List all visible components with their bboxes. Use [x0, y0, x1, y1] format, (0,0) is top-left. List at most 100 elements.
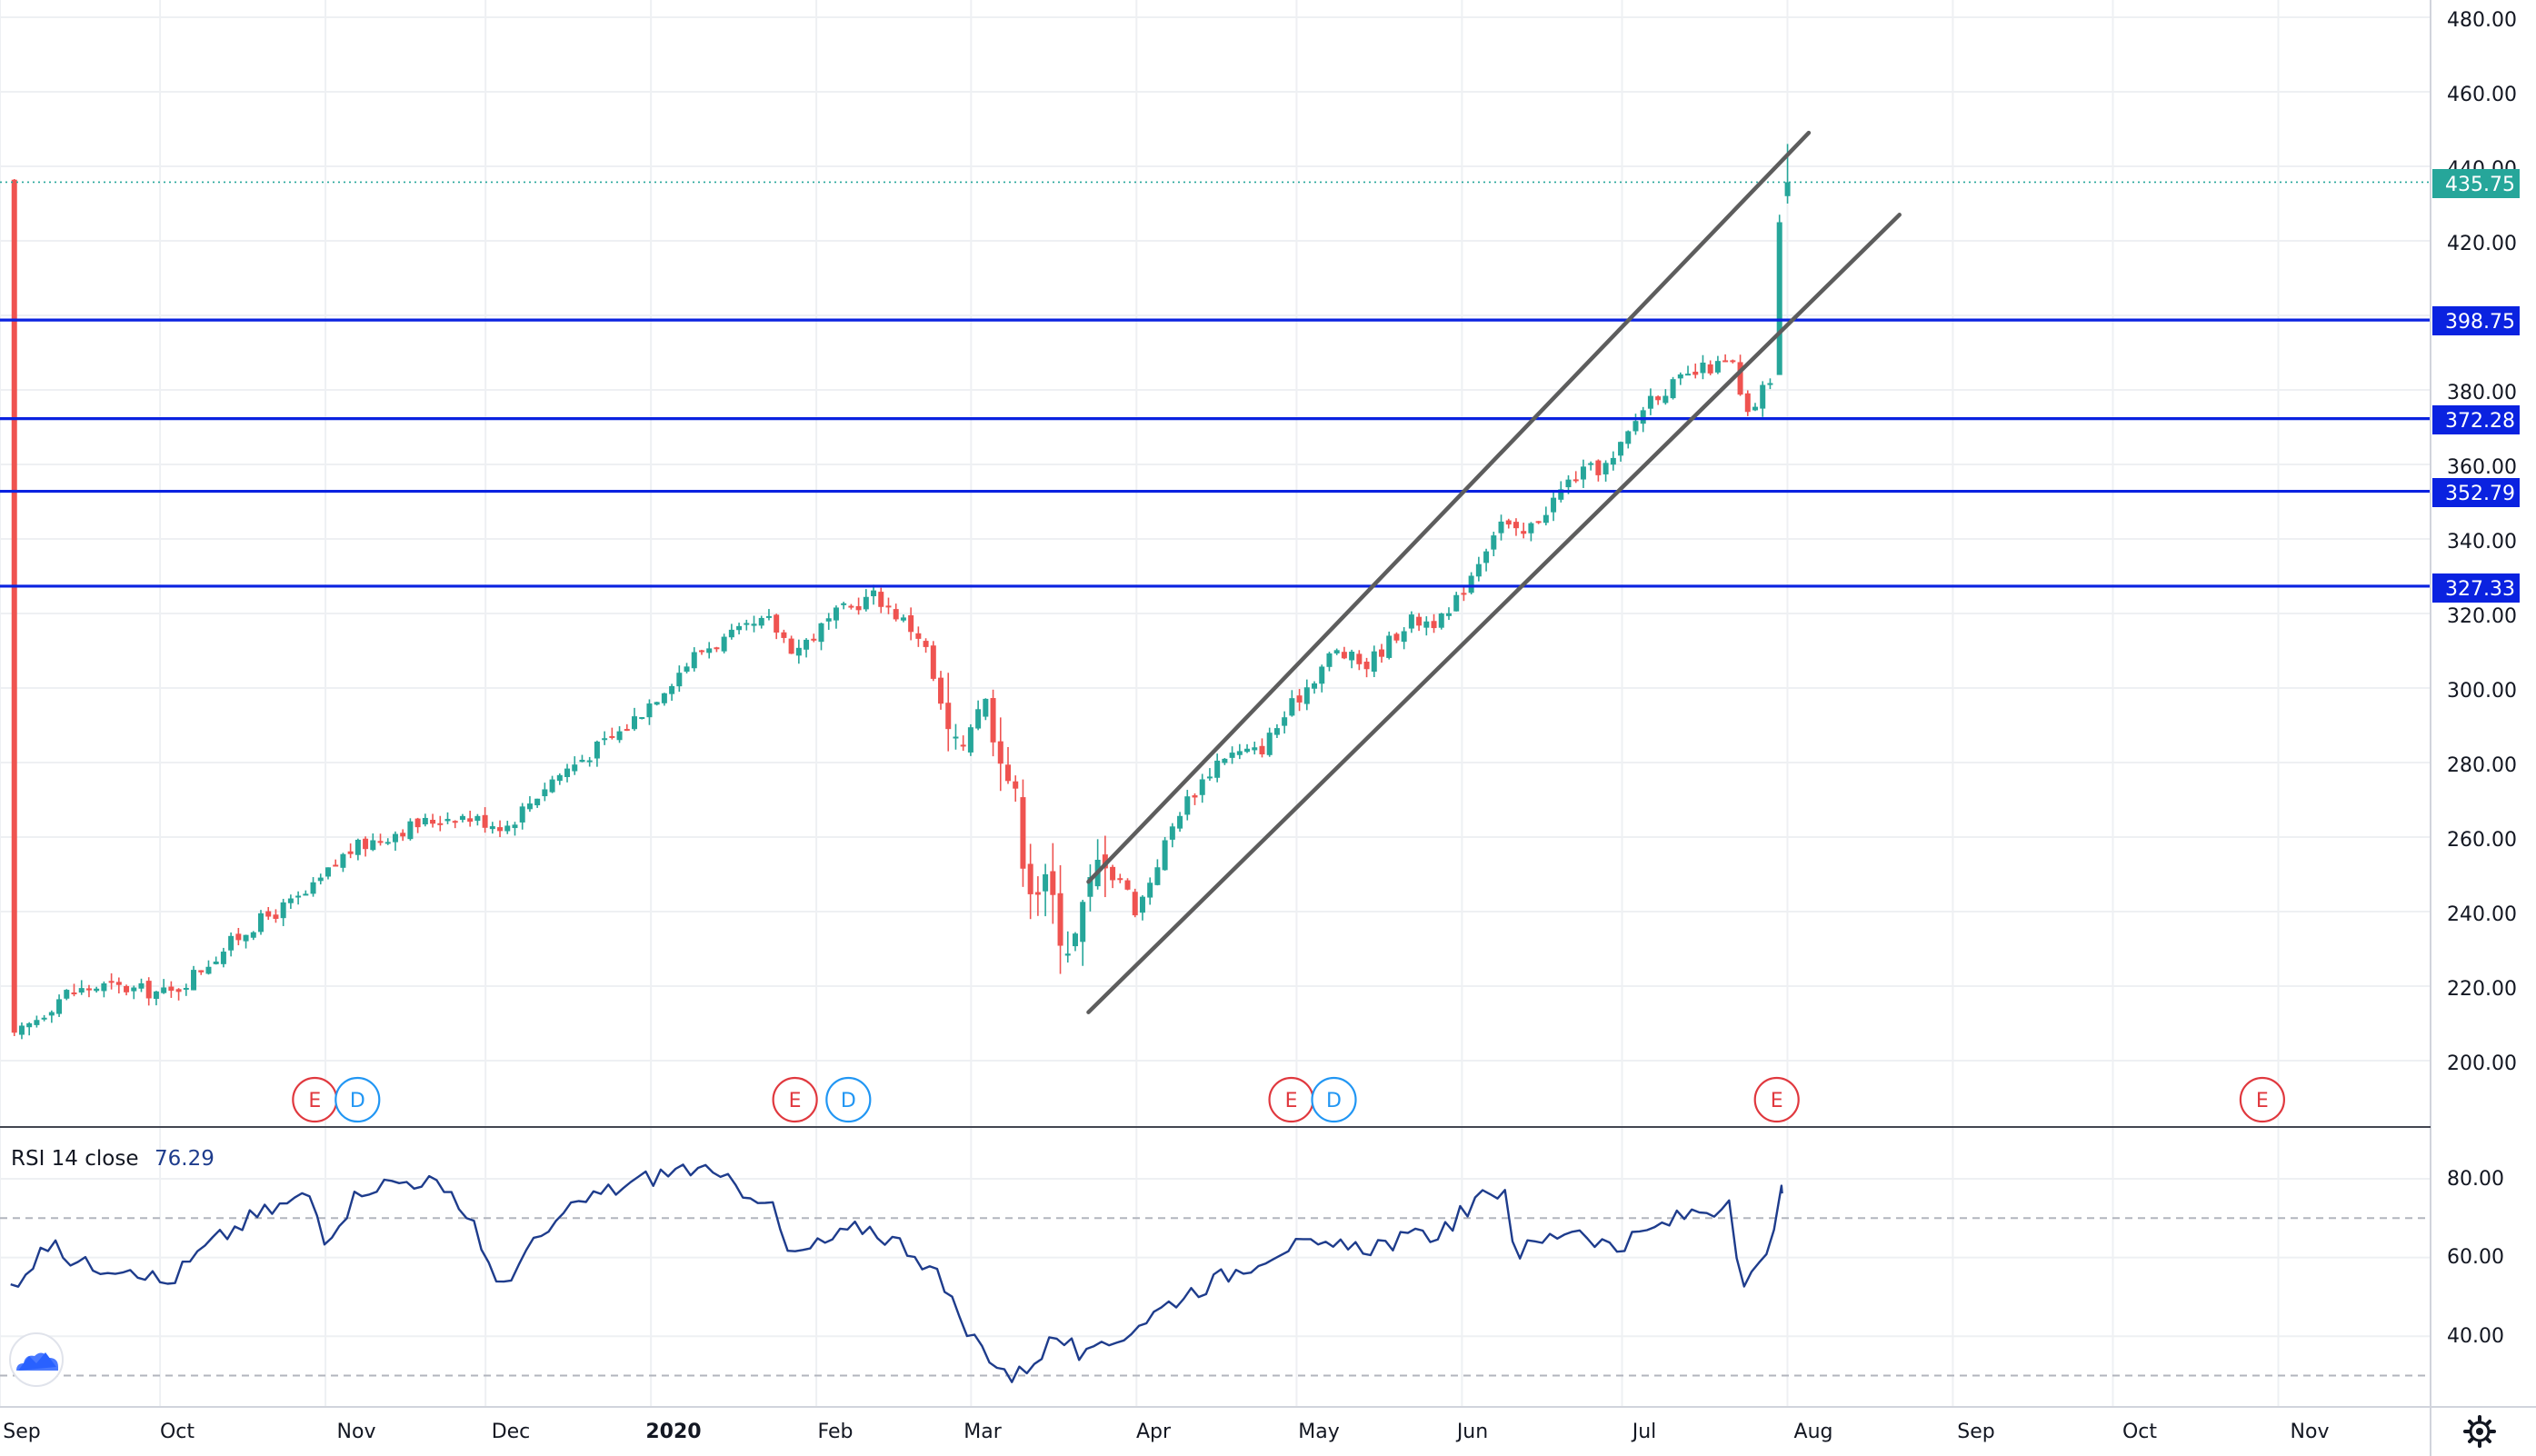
rsi-line[interactable]: [10, 1163, 1783, 1383]
candle: [145, 977, 152, 1006]
candle: [1371, 645, 1377, 677]
candle: [1266, 727, 1273, 757]
candle: [1662, 389, 1669, 405]
candle: [85, 984, 92, 998]
month-label: Oct: [160, 1421, 195, 1443]
candle: [774, 613, 780, 640]
rsi-legend[interactable]: RSI 14 close 76.29: [11, 1147, 215, 1171]
candle: [646, 699, 653, 725]
candle: [363, 836, 369, 857]
gear-icon[interactable]: [2463, 1415, 2496, 1448]
candle: [1147, 877, 1153, 905]
candle: [18, 1022, 25, 1040]
candle: [706, 642, 713, 659]
candle: [1020, 779, 1026, 887]
candle: [235, 927, 242, 946]
candle: [78, 980, 85, 995]
price-tick: 220.00: [2447, 978, 2517, 1001]
candle: [124, 984, 130, 996]
candle: [549, 775, 555, 793]
candle: [788, 635, 794, 654]
candle: [841, 602, 847, 610]
candle: [512, 822, 518, 836]
candle: [153, 991, 159, 1006]
candle: [751, 615, 757, 633]
candle: [1528, 522, 1534, 542]
candle: [691, 647, 697, 672]
candle: [804, 638, 810, 658]
candle: [430, 813, 436, 828]
candle: [1423, 616, 1430, 636]
last-price-tag-bg: [2432, 169, 2520, 198]
month-label: Aug: [1794, 1421, 1833, 1443]
candle: [1229, 746, 1235, 764]
candle: [542, 783, 548, 802]
earnings-marker[interactable]: E: [2239, 1076, 2285, 1123]
dividend-marker[interactable]: D: [825, 1076, 872, 1123]
candle: [923, 638, 929, 653]
event-label: E: [2256, 1090, 2269, 1112]
price-tick: 420.00: [2447, 233, 2517, 255]
candle: [997, 717, 1003, 792]
support-resistance-levels[interactable]: [0, 181, 2431, 588]
candle: [1776, 214, 1782, 375]
earnings-marker[interactable]: E: [772, 1076, 818, 1123]
channel-line[interactable]: [1086, 213, 1902, 1014]
candle: [295, 891, 302, 905]
last-price-tag: 435.75: [2445, 174, 2515, 196]
candle: [459, 813, 465, 823]
rsi-axis[interactable]: 80.00 60.00 40.00: [2447, 1168, 2504, 1348]
candle: [1282, 711, 1288, 734]
candle: [1124, 878, 1131, 891]
candle: [414, 817, 421, 833]
rsi-pane[interactable]: [10, 1163, 1783, 1383]
price-axis[interactable]: 480.00 460.00 440.00 420.00 380.00 360.0…: [2447, 9, 2517, 1075]
price-tick: 260.00: [2447, 829, 2517, 852]
candle: [1222, 758, 1228, 765]
candle: [1453, 592, 1460, 612]
candle: [765, 609, 772, 621]
candle: [243, 934, 249, 949]
candle: [811, 633, 817, 643]
candle: [632, 707, 637, 732]
candle: [1289, 690, 1295, 717]
candle: [11, 179, 17, 1037]
candle: [967, 723, 973, 756]
candle: [855, 597, 862, 615]
level-tag-bg: [2432, 405, 2520, 434]
candle: [333, 859, 339, 867]
earnings-marker[interactable]: E: [1268, 1076, 1314, 1123]
dividend-marker[interactable]: D: [1311, 1076, 1357, 1123]
level-tag: 352.79: [2445, 483, 2515, 505]
time-axis[interactable]: Sep Oct Nov Dec 2020 Feb Mar Apr May Jun…: [3, 1421, 2329, 1443]
event-label: D: [350, 1090, 365, 1112]
candle: [624, 723, 630, 732]
candle: [736, 623, 743, 635]
trend-channel[interactable]: [1086, 130, 1902, 1014]
tradingview-cloud-icon[interactable]: [9, 1332, 64, 1387]
candle: [392, 831, 398, 852]
candle: [228, 932, 235, 957]
candle: [744, 619, 750, 631]
channel-line[interactable]: [1086, 130, 1812, 884]
dividend-marker[interactable]: D: [334, 1076, 381, 1123]
candle: [758, 615, 764, 629]
candle: [1356, 650, 1363, 671]
month-label: Nov: [337, 1421, 376, 1443]
candle: [1072, 932, 1078, 952]
candle: [609, 727, 615, 740]
earnings-marker[interactable]: E: [292, 1076, 338, 1123]
candle: [407, 818, 414, 841]
earnings-marker[interactable]: E: [1753, 1076, 1800, 1123]
candle: [467, 810, 474, 827]
candle: [714, 646, 720, 653]
candle: [1535, 521, 1542, 524]
candle: [1602, 460, 1609, 482]
candle: [482, 807, 488, 833]
candle: [1498, 514, 1504, 541]
candle: [1319, 664, 1325, 693]
candle: [1034, 876, 1041, 916]
month-label: Dec: [492, 1421, 531, 1443]
